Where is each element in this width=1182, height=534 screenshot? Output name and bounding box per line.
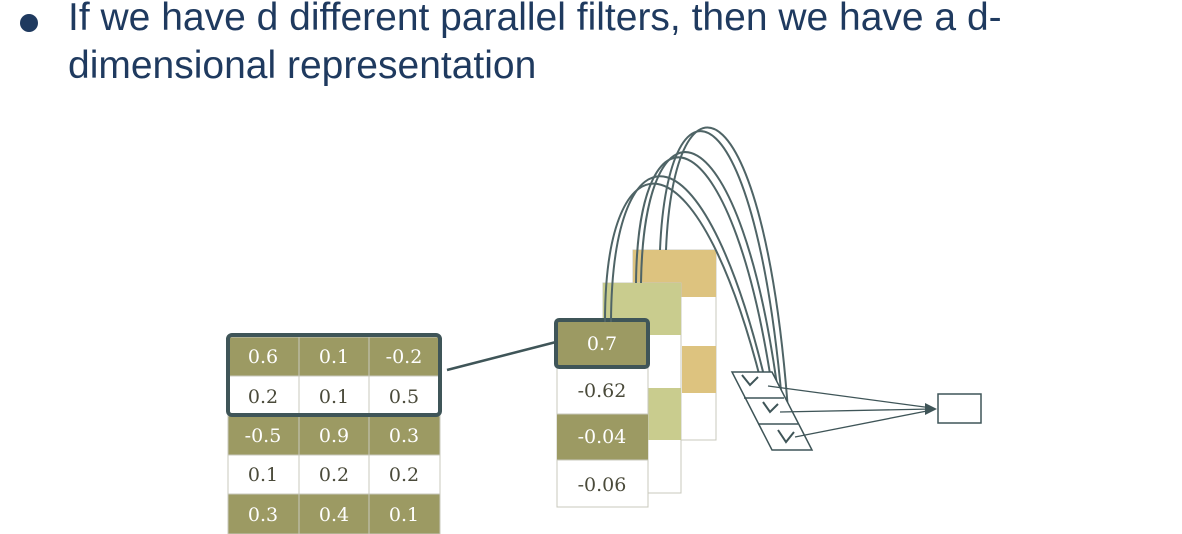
matrix-cell: -0.5 xyxy=(245,425,282,447)
output-cell: -0.06 xyxy=(578,474,627,496)
matrix-cell: 0.1 xyxy=(248,464,278,486)
output-cell: 0.7 xyxy=(587,333,617,355)
feature-map-back-cell xyxy=(682,346,716,393)
feature-map-middle-cell xyxy=(648,388,681,440)
bullet-point: If we have d different parallel filters,… xyxy=(0,0,1182,110)
output-cell-bg xyxy=(557,320,648,367)
matrix-cell: 0.1 xyxy=(319,346,349,368)
matrix-row-bg xyxy=(228,376,440,416)
pooled-vector xyxy=(730,371,814,451)
output-node xyxy=(937,393,982,424)
matrix-cell: 0.3 xyxy=(389,425,419,447)
arrowhead-icon xyxy=(777,429,795,444)
matrix-cell: 0.1 xyxy=(319,386,349,408)
matrix-row-bg xyxy=(228,455,440,494)
matrix-cell: 0.2 xyxy=(248,386,278,408)
matrix-cell: 0.2 xyxy=(389,464,419,486)
arrowhead-icon xyxy=(741,374,759,387)
pooling-arcs xyxy=(604,126,791,441)
feature-map-stack: 0.7 -0.62 -0.04 -0.06 xyxy=(554,249,717,508)
matrix-cell: 0.6 xyxy=(248,346,278,368)
filter-window-highlight xyxy=(226,333,442,417)
output-cell: -0.62 xyxy=(578,380,627,402)
bullet-dot-icon xyxy=(20,14,38,32)
input-matrix: 0.6 0.1 -0.2 0.2 0.1 0.5 -0.5 0.9 0.3 0.… xyxy=(226,333,442,534)
matrix-cell: 0.2 xyxy=(319,464,349,486)
matrix-cell: 0.4 xyxy=(319,504,349,526)
output-cell-highlight xyxy=(554,318,650,369)
matrix-cell: 0.3 xyxy=(248,504,278,526)
output-cell-bg xyxy=(557,414,648,460)
matrix-row-bg xyxy=(228,416,440,455)
arrowhead-icon xyxy=(762,401,779,414)
matrix-cell: -0.2 xyxy=(386,346,423,368)
matrix-row-bg xyxy=(228,494,440,534)
matrix-cell: 0.9 xyxy=(319,425,349,447)
matrix-row-bg xyxy=(228,337,440,376)
matrix-cell: 0.1 xyxy=(389,504,419,526)
arrow-right-icon xyxy=(925,403,937,415)
projection-lines xyxy=(767,385,933,438)
filter-connector-line xyxy=(446,340,557,372)
matrix-cell: 0.5 xyxy=(389,386,419,408)
bullet-text: If we have d different parallel filters,… xyxy=(68,0,1002,87)
output-cell: -0.04 xyxy=(578,426,627,448)
